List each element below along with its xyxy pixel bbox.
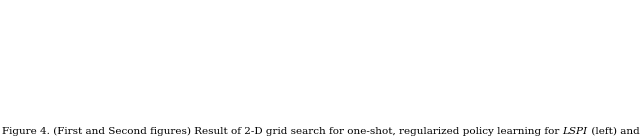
Text: (left) and: (left) and [588,127,640,136]
Bar [0,126,640,140]
Text: Figure 4. (First and Second figures) Result of 2-D grid search for one-shot, reg: Figure 4. (First and Second figures) Res… [2,126,563,136]
Text: LSPI: LSPI [563,127,588,136]
